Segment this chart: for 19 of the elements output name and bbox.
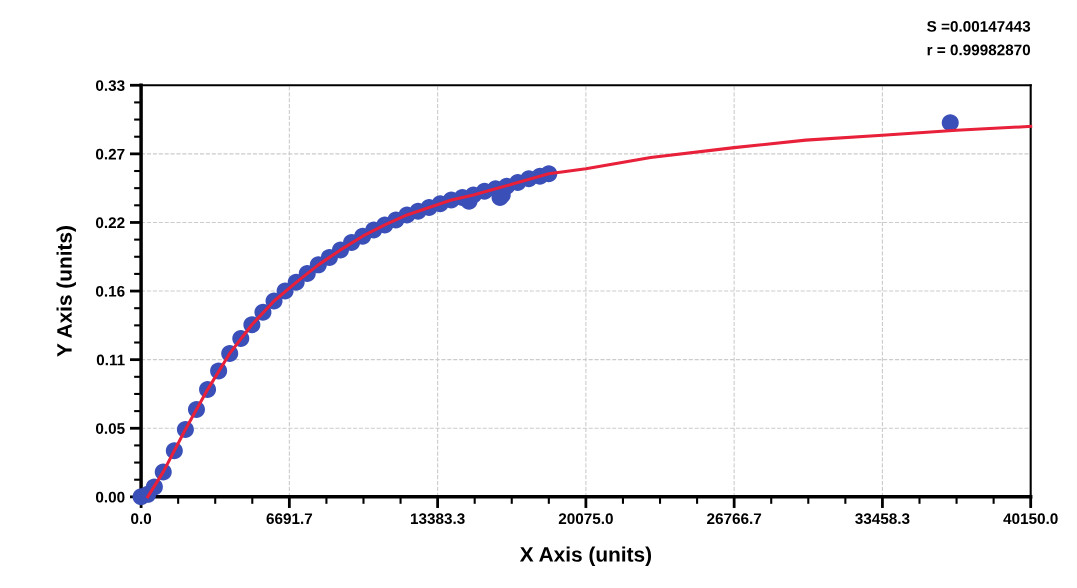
x-tick-label: 26766.7 [707, 513, 762, 525]
y-tick-label: 0.22 [95, 217, 125, 229]
x-tick-label: 20075.0 [558, 513, 613, 525]
x-tick-label: 6691.7 [266, 513, 313, 525]
x-tick-label: 33458.3 [855, 513, 910, 525]
y-tick-label: 0.33 [95, 80, 125, 91]
x-tick-label: 0.0 [131, 513, 152, 525]
x-tick-label: 13383.3 [410, 513, 465, 525]
x-tick-label: 40150.0 [1003, 513, 1058, 525]
text: r = 0.99982870 [927, 44, 1031, 56]
y-tick-label: 0.11 [96, 354, 125, 366]
y-tick-label: 0.16 [95, 285, 125, 297]
text: S =0.00147443 [927, 20, 1031, 32]
x-axis-title: X Axis (units) [519, 546, 652, 566]
point [941, 114, 959, 132]
y-tick-label: 0.05 [95, 423, 125, 434]
y-axis-title: Y Axis (units) [56, 226, 76, 357]
y-tick-label: 0.00 [95, 491, 125, 503]
y-tick-label: 0.27 [95, 148, 125, 160]
